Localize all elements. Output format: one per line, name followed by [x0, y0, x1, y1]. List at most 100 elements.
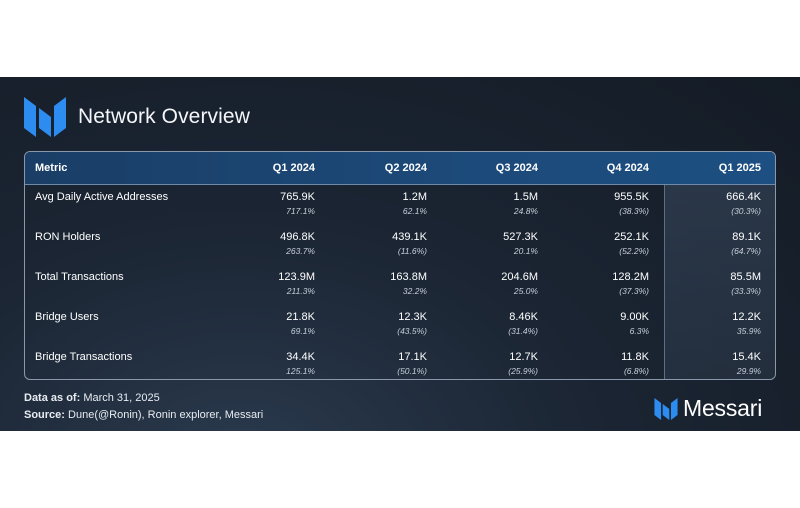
cell-value: 128.2M	[612, 271, 649, 283]
cell-change: 263.7%	[286, 246, 315, 256]
table-cell: 204.6M 25.0%	[438, 271, 538, 297]
column-header-q2-2024: Q2 2024	[384, 162, 427, 174]
table-cell: 12.7K (25.9%)	[438, 351, 538, 377]
table-cell: 1.2M 62.1%	[327, 191, 427, 217]
cell-value: 17.1K	[398, 351, 427, 363]
cell-value: 89.1K	[732, 231, 761, 243]
cell-change: 717.1%	[286, 206, 315, 216]
metric-label: Bridge Users	[35, 311, 99, 323]
messari-logo-icon	[654, 397, 678, 420]
cell-value: 439.1K	[392, 231, 427, 243]
table-row: Total Transactions 123.9M 211.3% 163.8M 32…	[25, 266, 775, 305]
column-header-q3-2024: Q3 2024	[495, 162, 538, 174]
column-header-q4-2024: Q4 2024	[606, 162, 649, 174]
cell-value: 34.4K	[286, 351, 315, 363]
cell-value: 21.8K	[286, 311, 315, 323]
cell-value: 496.8K	[280, 231, 315, 243]
table-cell: 85.5M (33.3%)	[661, 271, 761, 297]
data-as-of-value: March 31, 2025	[83, 392, 160, 404]
cell-change: (43.5%)	[397, 326, 427, 336]
table-cell: 12.3K (43.5%)	[327, 311, 427, 337]
cell-value: 123.9M	[278, 271, 315, 283]
table-cell: 1.5M 24.8%	[438, 191, 538, 217]
table-cell: 34.4K 125.1%	[215, 351, 315, 377]
table-header: Metric Q1 2024 Q2 2024 Q3 2024 Q4 2024 Q…	[25, 152, 775, 185]
table-cell: 163.8M 32.2%	[327, 271, 427, 297]
cell-value: 85.5M	[730, 271, 761, 283]
cell-change: 6.3%	[629, 326, 649, 336]
cell-change: 35.9%	[736, 326, 761, 336]
cell-change: (50.1%)	[397, 366, 427, 376]
cell-value: 12.3K	[398, 311, 427, 323]
table-cell: 21.8K 69.1%	[215, 311, 315, 337]
table-row: RON Holders 496.8K 263.7% 439.1K (11.6%) 5…	[25, 226, 775, 265]
highlight-column	[664, 152, 775, 379]
table-cell: 9.00K 6.3%	[549, 311, 649, 337]
cell-change: (38.3%)	[619, 206, 649, 216]
cell-change: (64.7%)	[731, 246, 761, 256]
table-row: Avg Daily Active Addresses 765.9K 717.1% …	[25, 186, 775, 225]
cell-value: 527.3K	[503, 231, 538, 243]
metric-label: Avg Daily Active Addresses	[35, 191, 169, 203]
metrics-table: Metric Q1 2024 Q2 2024 Q3 2024 Q4 2024 Q…	[24, 151, 776, 380]
table-cell: 666.4K (30.3%)	[661, 191, 761, 217]
cell-value: 11.8K	[621, 351, 649, 363]
cell-change: 69.1%	[290, 326, 315, 336]
cell-change: (25.9%)	[508, 366, 538, 376]
cell-value: 163.8M	[390, 271, 427, 283]
cell-value: 12.2K	[732, 311, 761, 323]
cell-value: 666.4K	[726, 191, 761, 203]
cell-change: 24.8%	[513, 206, 538, 216]
table-cell: 527.3K 20.1%	[438, 231, 538, 257]
table-cell: 955.5K (38.3%)	[549, 191, 649, 217]
table-cell: 11.8K (6.8%)	[549, 351, 649, 377]
column-header-q1-2024: Q1 2024	[272, 162, 315, 174]
table-cell: 496.8K 263.7%	[215, 231, 315, 257]
cell-change: (52.2%)	[619, 246, 649, 256]
cell-change: 20.1%	[513, 246, 538, 256]
cell-value: 9.00K	[620, 311, 649, 323]
cell-value: 8.46K	[509, 311, 538, 323]
cell-change: 211.3%	[286, 286, 315, 296]
table-cell: 89.1K (64.7%)	[661, 231, 761, 257]
cell-change: 62.1%	[402, 206, 427, 216]
table-cell: 15.4K 29.9%	[661, 351, 761, 377]
cell-change: (30.3%)	[731, 206, 761, 216]
table-cell: 128.2M (37.3%)	[549, 271, 649, 297]
brand-mark: Messari	[654, 395, 762, 422]
cell-value: 955.5K	[614, 191, 649, 203]
data-as-of: Data as of: March 31, 2025	[24, 390, 263, 407]
cell-value: 1.2M	[402, 191, 427, 203]
cell-change: 29.9%	[736, 366, 761, 376]
metric-label: RON Holders	[35, 231, 101, 243]
page-title: Network Overview	[78, 105, 250, 128]
column-header-q1-2025: Q1 2025	[718, 162, 761, 174]
cell-change: (37.3%)	[619, 286, 649, 296]
source-value: Dune(@Ronin), Ronin explorer, Messari	[68, 409, 264, 421]
cell-change: (11.6%)	[397, 246, 427, 256]
cell-change: (31.4%)	[508, 326, 538, 336]
table-cell: 8.46K (31.4%)	[438, 311, 538, 337]
cell-change: 25.0%	[513, 286, 538, 296]
column-header-metric: Metric	[35, 162, 68, 174]
cell-change: (33.3%)	[731, 286, 761, 296]
cell-change: 125.1%	[286, 366, 315, 376]
cell-value: 15.4K	[732, 351, 761, 363]
table-cell: 123.9M 211.3%	[215, 271, 315, 297]
table-cell: 17.1K (50.1%)	[327, 351, 427, 377]
footer-notes: Data as of: March 31, 2025 Source: Dune(…	[24, 390, 263, 424]
cell-change: 32.2%	[402, 286, 427, 296]
table-cell: 12.2K 35.9%	[661, 311, 761, 337]
source-label: Source:	[24, 409, 65, 421]
table-row: Bridge Users 21.8K 69.1% 12.3K (43.5%) 8.4…	[25, 306, 775, 345]
metric-label: Bridge Transactions	[35, 351, 133, 363]
header: Network Overview	[24, 97, 250, 137]
cell-value: 204.6M	[501, 271, 538, 283]
table-cell: 765.9K 717.1%	[215, 191, 315, 217]
table-cell: 252.1K (52.2%)	[549, 231, 649, 257]
network-overview-card: Network Overview Metric Q1 2024 Q2 2024 …	[0, 77, 800, 431]
source-note: Source: Dune(@Ronin), Ronin explorer, Me…	[24, 407, 263, 424]
data-as-of-label: Data as of:	[24, 392, 81, 404]
cell-value: 1.5M	[513, 191, 538, 203]
brand-name: Messari	[683, 395, 763, 421]
